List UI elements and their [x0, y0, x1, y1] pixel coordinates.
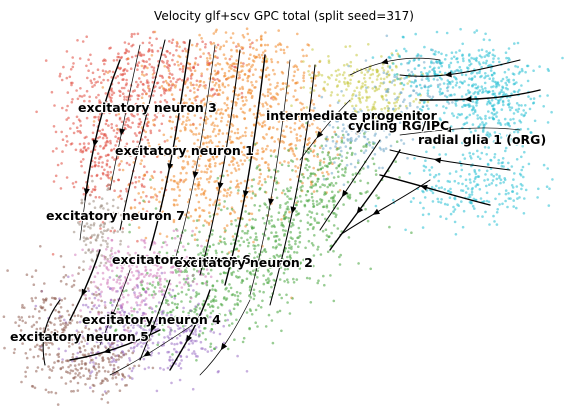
label-excitatory-neuron-5: excitatory neuron 5 [10, 329, 149, 344]
arrowhead [119, 128, 126, 136]
streamline-arrowheads [41, 58, 472, 357]
label-excitatory-neuron-3: excitatory neuron 3 [78, 100, 217, 115]
velocity-streamlines [42, 39, 541, 376]
plot-title: Velocity glf+scv GPC total (split seed=3… [154, 9, 414, 23]
streamline [349, 57, 441, 76]
arrowhead [81, 288, 88, 297]
streamline [169, 289, 211, 371]
arrowhead [220, 342, 228, 351]
streamline [399, 59, 521, 77]
arrowhead [290, 206, 297, 214]
arrowhead [464, 96, 472, 103]
arrowhead [268, 198, 275, 206]
streamline [42, 299, 61, 366]
arrowhead [92, 139, 99, 147]
cell-scatter [2, 27, 564, 406]
arrowhead [83, 188, 90, 196]
streamline [299, 99, 351, 161]
arrowhead [110, 311, 117, 319]
arrowhead [372, 208, 381, 215]
streamline [399, 127, 521, 136]
streamline [109, 319, 201, 376]
arrowhead [150, 324, 157, 332]
streamline [174, 44, 216, 261]
streamline [249, 59, 291, 296]
streamline [109, 44, 141, 191]
streamline [79, 119, 101, 241]
streamline [379, 174, 491, 206]
arrowhead [433, 157, 442, 164]
arrowhead [186, 334, 193, 343]
arrowhead [134, 150, 141, 158]
streamline [224, 54, 266, 286]
streamline [269, 64, 316, 306]
streamline [319, 139, 381, 231]
streamline [149, 39, 191, 251]
arrowhead [143, 350, 151, 357]
arrowhead [316, 130, 324, 139]
streamline [329, 149, 401, 251]
label-radial-glia-1-org: radial glia 1 (oRG) [418, 132, 546, 147]
arrowhead [192, 171, 199, 179]
label-excitatory-neuron-4: excitatory neuron 4 [82, 312, 221, 327]
streamline [69, 329, 161, 361]
streamline [119, 39, 166, 231]
label-intermediate-progenitor: intermediate progenitor [266, 108, 438, 123]
arrowhead [41, 334, 48, 342]
streamline [199, 49, 241, 276]
arrowhead [443, 126, 452, 133]
arrowhead [341, 189, 349, 198]
streamline [99, 269, 131, 346]
label-excitatory-neuron-6: excitatory neuron 6 [112, 252, 251, 267]
streamline [339, 179, 431, 236]
arrowhead [103, 347, 111, 354]
streamline [199, 299, 251, 376]
streamline [419, 89, 541, 101]
label-excitatory-neuron-2: excitatory neuron 2 [174, 255, 313, 270]
label-excitatory-neuron-7: excitatory neuron 7 [46, 208, 185, 223]
streamline [389, 149, 511, 171]
arrowhead [420, 184, 428, 191]
cluster-labels: excitatory neuron 3 excitatory neuron 1 … [9, 99, 547, 345]
label-excitatory-neuron-1: excitatory neuron 1 [115, 143, 254, 158]
arrowhead [380, 58, 389, 65]
arrowhead [167, 163, 174, 171]
arrowhead [444, 71, 452, 78]
arrowhead [217, 182, 224, 190]
streamline [69, 249, 101, 321]
streamline [139, 279, 171, 361]
label-cycling-rg-ipc: cycling RG/IPC [348, 118, 449, 133]
arrowhead [356, 206, 364, 214]
arrowhead [242, 190, 249, 198]
